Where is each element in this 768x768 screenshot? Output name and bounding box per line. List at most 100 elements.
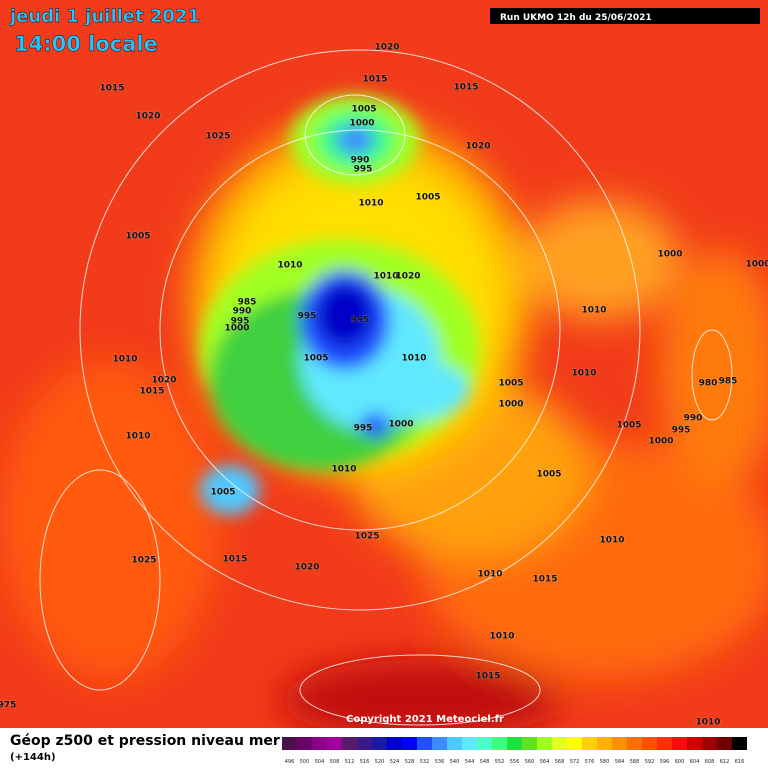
legend-label: 572 <box>570 759 580 765</box>
isobar-label: 1005 <box>125 232 150 242</box>
isobar-label: 1010 <box>125 432 150 442</box>
isobar-label: 1000 <box>349 119 374 129</box>
legend-swatch <box>702 737 717 750</box>
isobar-label: 1010 <box>112 355 137 365</box>
legend-label: 520 <box>375 759 385 765</box>
isobar-label: 1015 <box>475 672 500 682</box>
isobar-label: 1025 <box>205 132 230 142</box>
isobar-label: 1015 <box>362 75 387 85</box>
legend-label: 556 <box>510 759 520 765</box>
legend-swatch <box>522 737 537 750</box>
legend-label: 568 <box>555 759 565 765</box>
legend-label: 532 <box>420 759 430 765</box>
legend-label: 576 <box>585 759 595 765</box>
forecast-date: jeudi 1 juillet 2021 <box>9 6 200 27</box>
legend-swatch <box>582 737 597 750</box>
color-legend: 496 500 504 508 512 516 520 524 528 532 536 540 544 5… <box>282 737 747 765</box>
legend-swatch <box>612 737 627 750</box>
legend-label: 524 <box>390 759 400 765</box>
field <box>0 0 768 740</box>
legend-swatch <box>537 737 552 750</box>
legend-swatch <box>297 737 312 750</box>
legend-label: 600 <box>675 759 685 765</box>
legend-label: 588 <box>630 759 640 765</box>
isobar-label: 1010 <box>599 536 624 546</box>
legend-swatch <box>312 737 327 750</box>
isobar-label: 990 <box>233 307 252 317</box>
isobar-label: 995 <box>672 426 691 436</box>
isobar-label: 1020 <box>465 142 490 152</box>
isobar-label: 1025 <box>354 532 379 542</box>
isobar-label: 1000 <box>745 260 768 270</box>
isobar-label: 1010 <box>477 570 502 580</box>
legend-label: 504 <box>315 759 325 765</box>
isobar-label: 985 <box>719 377 738 387</box>
isobar-label: 1005 <box>616 421 641 431</box>
isobar-label: 1010 <box>571 369 596 379</box>
legend-label: 516 <box>360 759 370 765</box>
isobar-label: 1005 <box>498 379 523 389</box>
isobar-label: 1010 <box>358 199 383 209</box>
isobar-label: 1000 <box>224 324 249 334</box>
legend-swatch <box>732 737 747 750</box>
legend-label: 536 <box>435 759 445 765</box>
forecast-time: 14:00 locale <box>14 32 158 56</box>
legend-swatch <box>627 737 642 750</box>
legend-swatch <box>402 737 417 750</box>
legend-swatch <box>597 737 612 750</box>
legend-swatch <box>327 737 342 750</box>
legend-swatch <box>372 737 387 750</box>
legend-label: 544 <box>465 759 475 765</box>
legend-swatch <box>567 737 582 750</box>
legend-swatch <box>717 737 732 750</box>
legend-label: 596 <box>660 759 670 765</box>
legend-swatch <box>492 737 507 750</box>
legend-label: 528 <box>405 759 415 765</box>
isobar-label: 1010 <box>695 718 720 728</box>
isobar-label: 995 <box>231 317 250 327</box>
isobar-label: 995 <box>351 316 370 326</box>
isobar-label: 1020 <box>294 563 319 573</box>
legend-swatch <box>552 737 567 750</box>
legend-label: 512 <box>345 759 355 765</box>
legend-swatch <box>387 737 402 750</box>
legend-swatch <box>642 737 657 750</box>
legend-swatch <box>342 737 357 750</box>
isobar-label: 990 <box>684 414 703 424</box>
isobar-label: 1010 <box>401 354 426 364</box>
legend-label: 508 <box>330 759 340 765</box>
isobar-label: 1000 <box>388 420 413 430</box>
legend-label: 564 <box>540 759 550 765</box>
footer-subtitle: (+144h) <box>10 752 56 763</box>
legend-swatch <box>282 737 297 750</box>
legend-label: 612 <box>720 759 730 765</box>
isobar-label: 1005 <box>536 470 561 480</box>
isobar-label: 1010 <box>277 261 302 271</box>
isobar-label: 1000 <box>498 400 523 410</box>
legend-label: 496 <box>285 759 295 765</box>
legend-label: 500 <box>300 759 310 765</box>
isobar-label: 995 <box>298 312 317 322</box>
legend-swatch <box>417 737 432 750</box>
legend-swatch <box>432 737 447 750</box>
isobar-label: 1015 <box>139 387 164 397</box>
legend-swatch <box>687 737 702 750</box>
isobar-label: 1010 <box>373 272 398 282</box>
isobar-label: 1015 <box>453 83 478 93</box>
isobar-label: 1015 <box>222 555 247 565</box>
isobar-label: 1020 <box>135 112 160 122</box>
legend-label: 580 <box>600 759 610 765</box>
copyright: Copyright 2021 Meteociel.fr <box>346 714 504 725</box>
legend-label: 584 <box>615 759 625 765</box>
legend-label: 604 <box>690 759 700 765</box>
isobar-label: 1020 <box>374 43 399 53</box>
isobar-label: 1005 <box>303 354 328 364</box>
footer-title: Géop z500 et pression niveau mer <box>10 733 280 749</box>
isobar-label: 1020 <box>395 272 420 282</box>
run-info: Run UKMO 12h du 25/06/2021 <box>500 13 652 23</box>
legend-swatch <box>357 737 372 750</box>
legend-label: 616 <box>735 759 745 765</box>
isobar-label: 1010 <box>489 632 514 642</box>
isobar-labels: 1020101510151015102010251005100099099510… <box>0 42 768 728</box>
legend-swatch <box>507 737 522 750</box>
